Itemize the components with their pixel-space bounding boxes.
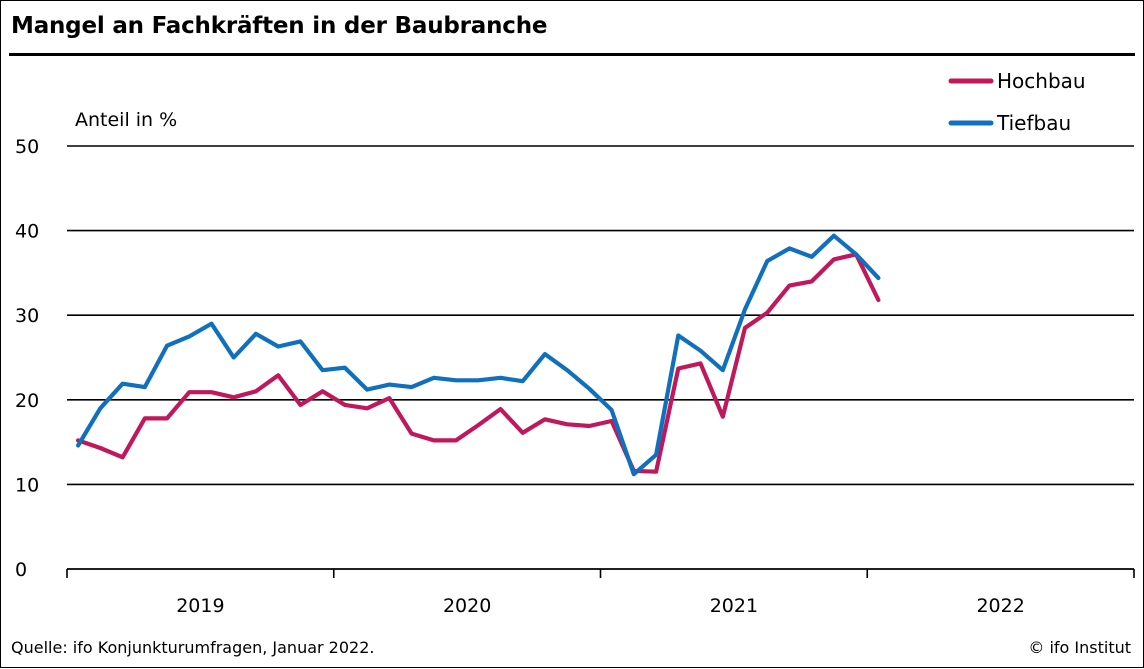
- series-line-hochbau: [75, 252, 881, 474]
- y-tick-label-50: 50: [15, 136, 39, 158]
- y-tick-labels: 0 10 20 30 40 50: [15, 136, 39, 581]
- legend: Hochbau Tiefbau: [948, 69, 1086, 135]
- gridlines: [67, 145, 1134, 486]
- source-note: Quelle: ifo Konjunkturumfragen, Januar 2…: [11, 638, 375, 657]
- copyright-note: © ifo Institut: [1028, 638, 1131, 657]
- x-tick-label-2019: 2019: [176, 595, 224, 617]
- title-rule: [9, 53, 1135, 56]
- y-axis-unit-label: Anteil in %: [75, 109, 177, 131]
- x-tick-labels: 2019 2020 2021 2022: [176, 595, 1025, 617]
- y-tick-label-20: 20: [15, 390, 39, 412]
- legend-label-tiefbau: Tiefbau: [996, 111, 1071, 135]
- legend-label-hochbau: Hochbau: [997, 69, 1086, 93]
- x-tick-label-2021: 2021: [710, 595, 758, 617]
- y-tick-label-10: 10: [15, 474, 39, 496]
- series-lines: [75, 233, 881, 477]
- x-axis: [66, 568, 1135, 578]
- series-line-tiefbau: [75, 233, 881, 477]
- chart-title: Mangel an Fachkräften in der Baubranche: [11, 13, 548, 39]
- y-tick-label-40: 40: [15, 221, 39, 243]
- y-tick-label-0: 0: [15, 559, 27, 581]
- x-tick-label-2020: 2020: [443, 595, 491, 617]
- x-tick-label-2022: 2022: [976, 595, 1024, 617]
- y-tick-label-30: 30: [15, 305, 39, 327]
